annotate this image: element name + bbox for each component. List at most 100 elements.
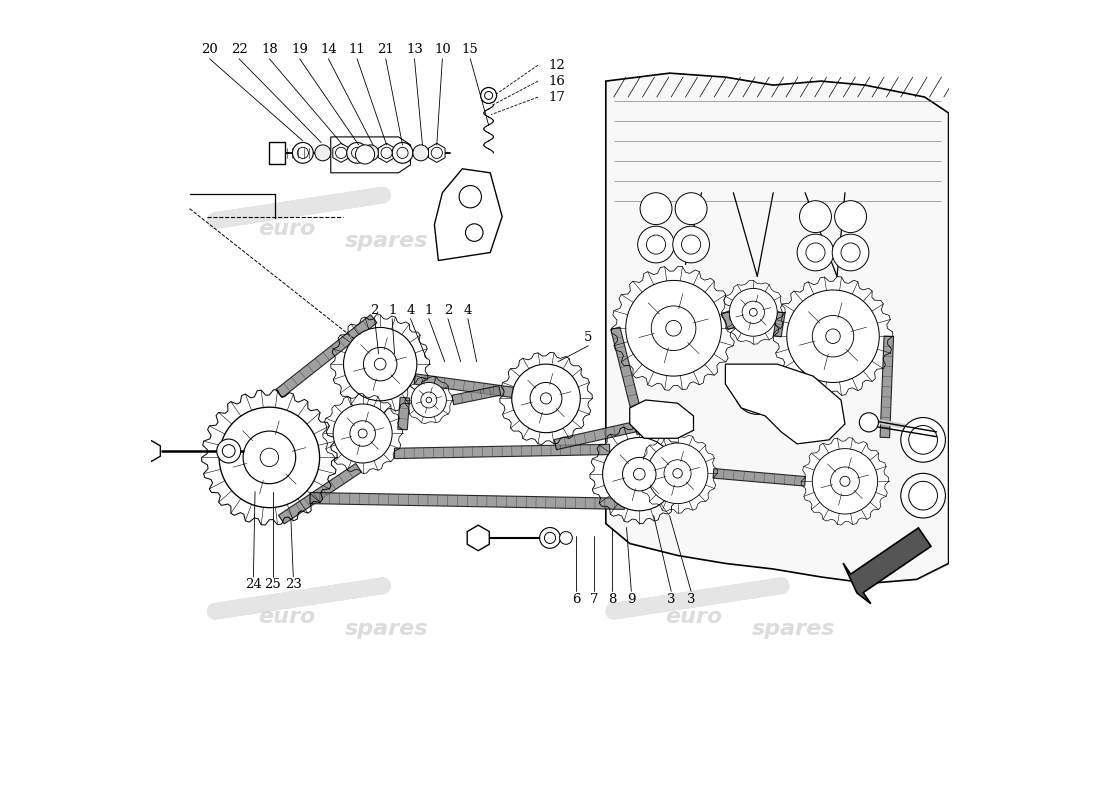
Text: 15: 15 — [462, 42, 478, 56]
Circle shape — [343, 327, 417, 401]
Text: 19: 19 — [292, 42, 308, 56]
Circle shape — [412, 145, 429, 161]
Circle shape — [297, 147, 308, 158]
Text: 11: 11 — [349, 42, 365, 56]
Polygon shape — [278, 463, 362, 524]
Polygon shape — [773, 312, 785, 337]
Circle shape — [261, 448, 278, 466]
Polygon shape — [725, 364, 845, 444]
Circle shape — [217, 439, 241, 463]
Text: 4: 4 — [464, 304, 472, 318]
Polygon shape — [499, 352, 592, 445]
Circle shape — [830, 467, 859, 496]
Text: 10: 10 — [434, 42, 451, 56]
Text: euro: euro — [258, 218, 316, 238]
Circle shape — [421, 392, 437, 408]
Polygon shape — [201, 390, 337, 525]
Text: 14: 14 — [320, 42, 337, 56]
Polygon shape — [331, 314, 430, 414]
Circle shape — [540, 393, 551, 404]
Polygon shape — [468, 525, 490, 550]
Circle shape — [729, 288, 778, 336]
Text: euro: euro — [258, 607, 316, 627]
Polygon shape — [398, 398, 409, 430]
Circle shape — [623, 458, 656, 491]
Circle shape — [840, 476, 850, 486]
Circle shape — [634, 468, 645, 480]
Polygon shape — [414, 374, 524, 399]
Circle shape — [352, 147, 363, 158]
Circle shape — [363, 347, 397, 381]
Polygon shape — [142, 441, 161, 462]
Polygon shape — [722, 311, 736, 330]
Circle shape — [673, 469, 682, 478]
Circle shape — [481, 87, 496, 103]
Circle shape — [346, 142, 367, 163]
Circle shape — [219, 407, 320, 508]
Circle shape — [544, 532, 556, 543]
Circle shape — [833, 234, 869, 271]
Circle shape — [350, 421, 375, 446]
Circle shape — [333, 404, 392, 463]
Polygon shape — [638, 434, 717, 514]
Circle shape — [397, 147, 408, 158]
Text: spares: spares — [344, 230, 428, 250]
Text: 3: 3 — [686, 593, 695, 606]
Circle shape — [812, 449, 878, 514]
Circle shape — [647, 235, 666, 254]
Circle shape — [682, 235, 701, 254]
Text: 2: 2 — [443, 304, 452, 318]
Polygon shape — [554, 420, 646, 450]
Circle shape — [603, 438, 676, 511]
Circle shape — [381, 147, 393, 158]
Circle shape — [746, 380, 769, 404]
Polygon shape — [276, 314, 377, 398]
Circle shape — [749, 308, 757, 316]
Circle shape — [798, 234, 834, 271]
Circle shape — [459, 186, 482, 208]
Text: 24: 24 — [245, 578, 262, 591]
Circle shape — [812, 315, 854, 357]
Text: 7: 7 — [590, 593, 598, 606]
Circle shape — [640, 193, 672, 225]
Text: 16: 16 — [549, 74, 565, 88]
Circle shape — [835, 201, 867, 233]
Text: spares: spares — [751, 619, 835, 639]
Circle shape — [293, 142, 314, 163]
Circle shape — [485, 91, 493, 99]
Circle shape — [363, 145, 378, 161]
Polygon shape — [333, 143, 350, 162]
Text: 23: 23 — [285, 578, 301, 591]
Circle shape — [315, 145, 331, 161]
Polygon shape — [843, 528, 931, 604]
Circle shape — [735, 370, 780, 414]
Text: 6: 6 — [572, 593, 581, 606]
Circle shape — [842, 243, 860, 262]
Polygon shape — [395, 444, 609, 458]
Polygon shape — [590, 425, 689, 523]
Circle shape — [530, 382, 562, 414]
Polygon shape — [606, 73, 948, 583]
Text: 20: 20 — [201, 42, 218, 56]
Polygon shape — [610, 327, 647, 434]
Circle shape — [742, 301, 764, 323]
Circle shape — [393, 142, 412, 163]
Circle shape — [651, 306, 696, 350]
Circle shape — [560, 531, 572, 544]
Polygon shape — [322, 394, 403, 474]
Circle shape — [909, 426, 937, 454]
Polygon shape — [405, 376, 453, 424]
Circle shape — [626, 281, 722, 376]
Polygon shape — [773, 277, 893, 396]
Circle shape — [901, 474, 945, 518]
Circle shape — [426, 398, 431, 402]
Circle shape — [431, 147, 442, 158]
Circle shape — [512, 364, 581, 433]
Text: 3: 3 — [667, 593, 675, 606]
Text: 17: 17 — [549, 90, 565, 103]
Polygon shape — [434, 169, 503, 261]
Text: 2: 2 — [371, 304, 378, 318]
Circle shape — [806, 243, 825, 262]
Text: 4: 4 — [406, 304, 415, 318]
Text: 9: 9 — [627, 593, 636, 606]
